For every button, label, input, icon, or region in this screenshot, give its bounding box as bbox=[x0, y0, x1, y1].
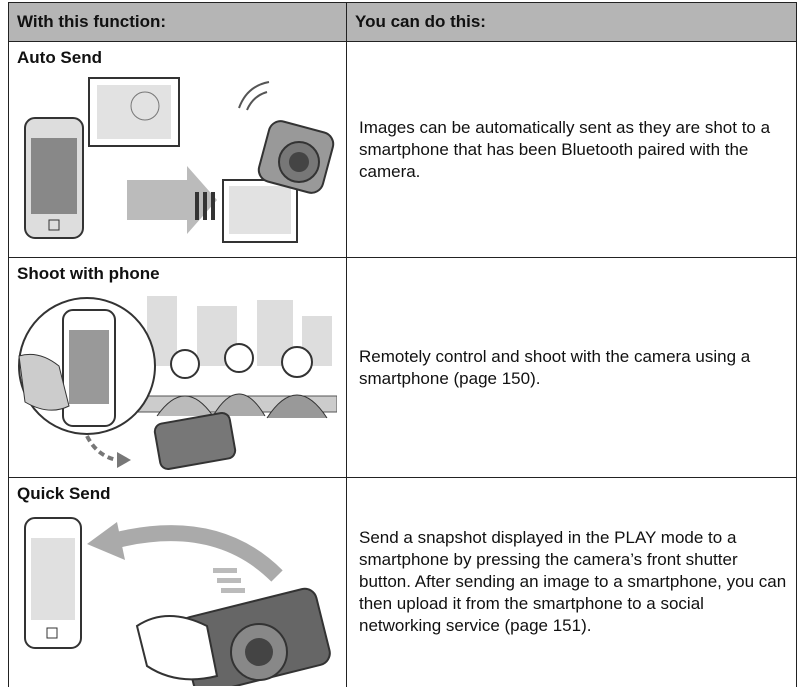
description: Send a snapshot displayed in the PLAY mo… bbox=[359, 528, 787, 636]
description: Remotely control and shoot with the came… bbox=[359, 346, 751, 388]
document: With this function: You can do this: Aut… bbox=[8, 2, 797, 687]
header-cell: With this function: bbox=[8, 2, 347, 42]
description-cell: Send a snapshot displayed in the PLAY mo… bbox=[346, 477, 797, 687]
function-cell: Auto Send bbox=[8, 41, 347, 258]
illustration bbox=[18, 296, 337, 470]
table-row: Auto Send Images can be automatically se… bbox=[8, 41, 797, 258]
function-cell: Shoot with phone bbox=[8, 257, 347, 478]
illustration bbox=[24, 77, 335, 243]
table-row: Quick Send Send a snapshot displayed in … bbox=[8, 477, 797, 687]
header-row: With this function: You can do this: bbox=[8, 2, 797, 42]
description-cell: Remotely control and shoot with the came… bbox=[346, 257, 797, 478]
function-title: Shoot with phone bbox=[17, 264, 160, 283]
illustration bbox=[24, 517, 331, 686]
header-cell: You can do this: bbox=[346, 2, 797, 42]
description: Images can be automatically sent as they… bbox=[359, 117, 771, 181]
function-cell: Quick Send bbox=[8, 477, 347, 687]
table-row: Shoot with phone Remotely control and sh… bbox=[8, 257, 797, 478]
function-title: Auto Send bbox=[17, 48, 102, 67]
description-cell: Images can be automatically sent as they… bbox=[346, 41, 797, 258]
function-title: Quick Send bbox=[17, 484, 111, 503]
feature-table: With this function: You can do this: Aut… bbox=[8, 2, 797, 687]
